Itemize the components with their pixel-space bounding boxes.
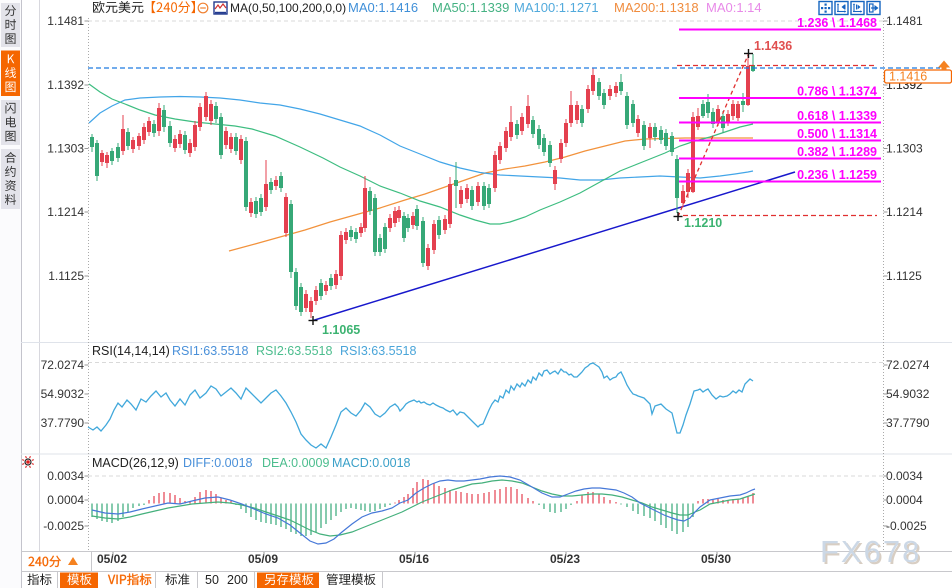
svg-text:05/16: 05/16 <box>399 552 429 566</box>
svg-text:1.1481: 1.1481 <box>886 14 923 28</box>
svg-text:0.618 \ 1.1339: 0.618 \ 1.1339 <box>797 109 877 123</box>
svg-text:05/30: 05/30 <box>701 552 731 566</box>
svg-text:1.1065: 1.1065 <box>322 323 360 337</box>
svg-text:MA50:1.1339: MA50:1.1339 <box>432 0 509 15</box>
svg-text:MA0:1.14: MA0:1.14 <box>706 0 762 15</box>
svg-text:1.1303: 1.1303 <box>47 142 84 156</box>
svg-text:DIFF:0.0018: DIFF:0.0018 <box>183 456 253 470</box>
svg-text:05/23: 05/23 <box>550 552 580 566</box>
svg-text:DEA:0.0009: DEA:0.0009 <box>262 456 329 470</box>
svg-text:1.1303: 1.1303 <box>886 142 923 156</box>
svg-text:1.1436: 1.1436 <box>754 39 792 53</box>
svg-text:0.0034: 0.0034 <box>47 469 84 483</box>
svg-text:0.0034: 0.0034 <box>886 469 923 483</box>
svg-text:72.0274: 72.0274 <box>41 358 85 372</box>
svg-text:200: 200 <box>227 573 248 587</box>
svg-text:RSI1:63.5518: RSI1:63.5518 <box>172 344 248 358</box>
svg-text:MA100:1.1271: MA100:1.1271 <box>514 0 599 15</box>
svg-text:05/09: 05/09 <box>248 552 278 566</box>
svg-text:FX678: FX678 <box>820 534 921 569</box>
svg-text:05/02: 05/02 <box>97 552 127 566</box>
svg-text:0.0004: 0.0004 <box>47 493 84 507</box>
svg-text:54.9032: 54.9032 <box>41 387 85 401</box>
svg-text:-0.0025: -0.0025 <box>43 519 84 533</box>
svg-text:1.1416: 1.1416 <box>889 70 927 84</box>
svg-text:1.236 \ 1.1468: 1.236 \ 1.1468 <box>797 16 877 30</box>
svg-text:1.1481: 1.1481 <box>47 14 84 28</box>
svg-text:RSI3:63.5518: RSI3:63.5518 <box>340 344 416 358</box>
svg-text:0.236 \ 1.1259: 0.236 \ 1.1259 <box>797 168 877 182</box>
svg-text:37.7790: 37.7790 <box>886 416 930 430</box>
svg-text:MA0:1.1416: MA0:1.1416 <box>348 0 418 15</box>
svg-text:50: 50 <box>205 573 219 587</box>
svg-text:54.9032: 54.9032 <box>886 387 930 401</box>
svg-text:0.786 \ 1.1374: 0.786 \ 1.1374 <box>797 85 877 99</box>
svg-text:1.1214: 1.1214 <box>47 205 84 219</box>
svg-text:0.500 \ 1.1314: 0.500 \ 1.1314 <box>797 127 877 141</box>
svg-text:MA(0,50,100,200,0,0): MA(0,50,100,200,0,0) <box>230 1 346 15</box>
svg-text:-0.0025: -0.0025 <box>886 519 927 533</box>
svg-text:72.0274: 72.0274 <box>886 358 930 372</box>
svg-text:RSI2:63.5518: RSI2:63.5518 <box>256 344 332 358</box>
svg-text:FX678: FX678 <box>822 536 923 571</box>
svg-text:1.1214: 1.1214 <box>886 205 923 219</box>
svg-text:MACD(26,12,9): MACD(26,12,9) <box>92 456 179 470</box>
svg-text:1.1125: 1.1125 <box>886 269 922 283</box>
svg-text:MA200:1.1318: MA200:1.1318 <box>614 0 699 15</box>
svg-text:1.1392: 1.1392 <box>47 78 84 92</box>
svg-text:1.1125: 1.1125 <box>48 269 84 283</box>
svg-text:0.382 \ 1.1289: 0.382 \ 1.1289 <box>797 145 877 159</box>
svg-text:MACD:0.0018: MACD:0.0018 <box>332 456 411 470</box>
svg-text:37.7790: 37.7790 <box>41 416 85 430</box>
svg-text:0.0004: 0.0004 <box>886 493 923 507</box>
svg-text:RSI(14,14,14): RSI(14,14,14) <box>92 344 170 358</box>
svg-text:1.1210: 1.1210 <box>684 216 722 230</box>
